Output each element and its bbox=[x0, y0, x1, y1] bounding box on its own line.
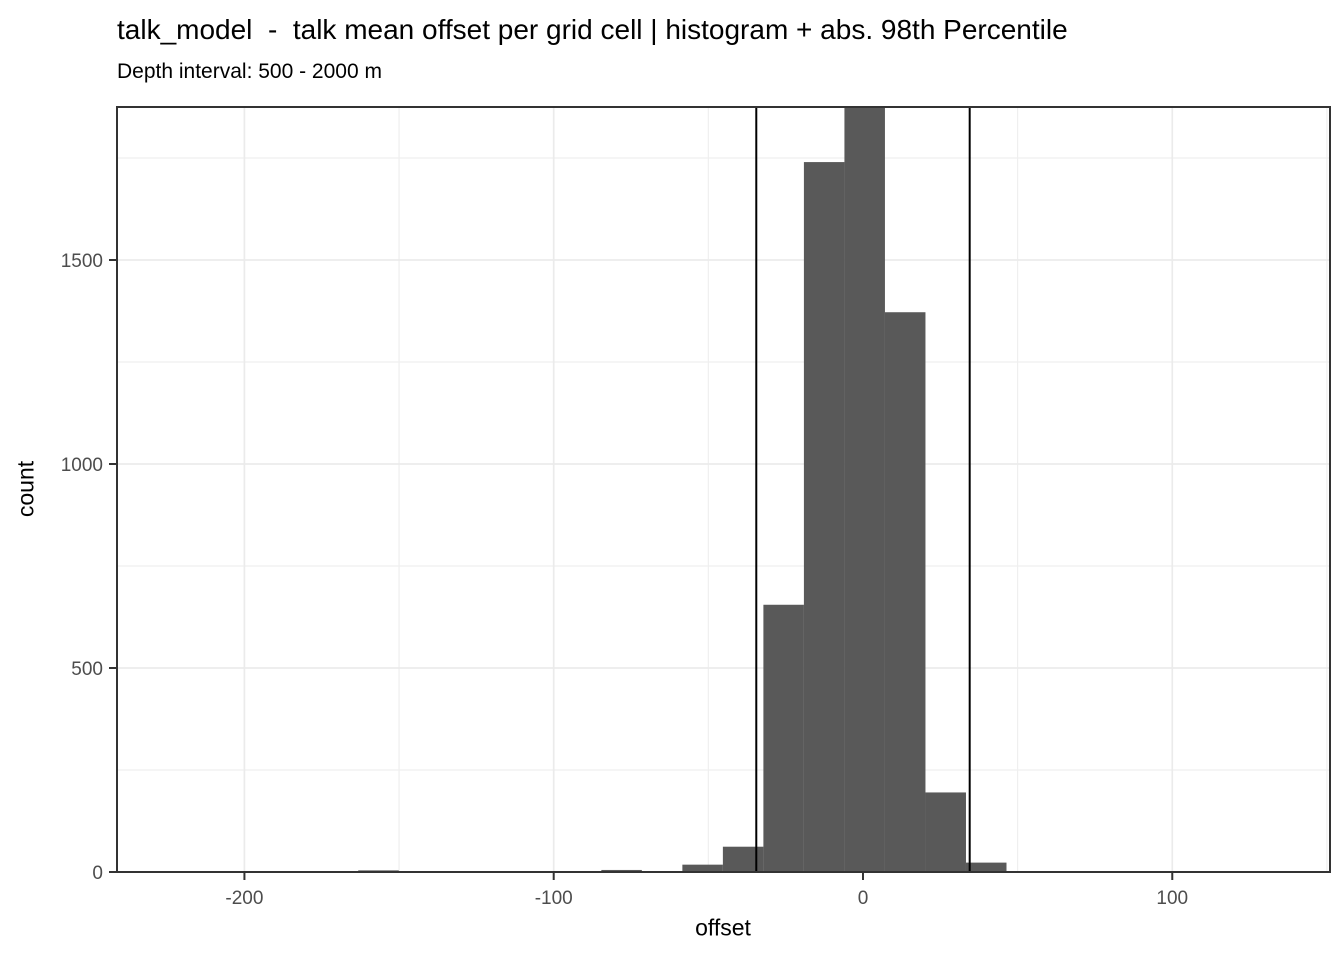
y-tick-label: 1500 bbox=[61, 251, 103, 272]
histogram-bar bbox=[682, 864, 723, 872]
panel-background bbox=[117, 107, 1330, 872]
histogram-bar bbox=[925, 792, 966, 872]
x-axis-title: offset bbox=[695, 914, 751, 941]
histogram-bar bbox=[965, 862, 1007, 872]
y-tick-label: 1000 bbox=[61, 455, 103, 476]
plot-subtitle: Depth interval: 500 - 2000 m bbox=[117, 60, 382, 83]
histogram-bar bbox=[722, 846, 764, 872]
histogram-bar bbox=[844, 107, 885, 872]
plot-title: talk_model - talk mean offset per grid c… bbox=[117, 14, 1068, 45]
y-tick-label: 500 bbox=[71, 659, 103, 680]
y-tick-label: 0 bbox=[92, 863, 103, 884]
histogram-bar bbox=[601, 869, 642, 872]
y-axis-title: count bbox=[12, 460, 39, 518]
x-tick-label: 0 bbox=[858, 888, 869, 909]
x-tick-label: -200 bbox=[225, 888, 263, 909]
histogram-bars bbox=[358, 107, 1007, 872]
histogram-bar bbox=[763, 604, 804, 872]
panel-border bbox=[116, 106, 1331, 873]
x-tick-label: -100 bbox=[535, 888, 573, 909]
histogram-bar bbox=[803, 162, 845, 872]
x-tick-label: 100 bbox=[1156, 888, 1188, 909]
histogram-bar bbox=[884, 312, 926, 872]
